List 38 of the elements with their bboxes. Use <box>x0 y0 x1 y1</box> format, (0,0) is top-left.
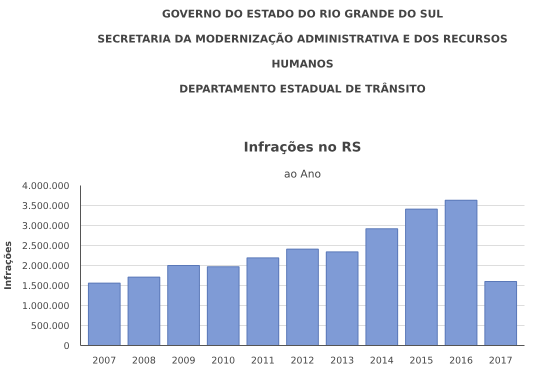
x-tick-label: 2016 <box>449 356 474 366</box>
y-tick-label: 2.500.000 <box>22 241 70 252</box>
text: HUMANOS <box>271 58 334 70</box>
text: SECRETARIA DA MODERNIZAÇÃO ADMINISTRATIVA E DOS RECURSOS <box>97 32 508 46</box>
x-tick-label: 2009 <box>172 356 196 366</box>
bar <box>444 200 478 346</box>
x-tick-label: 2010 <box>211 356 236 366</box>
bar <box>365 228 398 346</box>
bar <box>484 281 518 346</box>
x-tick-label: 2017 <box>488 356 513 366</box>
y-tick-label: 1.500.000 <box>22 281 70 292</box>
bar <box>405 208 438 346</box>
bar <box>128 276 160 346</box>
x-tick-label: 2008 <box>132 356 156 366</box>
bar <box>206 266 240 346</box>
x-tick-label: 2015 <box>410 356 434 366</box>
x-tick-label: 2014 <box>370 356 394 366</box>
bar <box>88 282 121 346</box>
bar <box>286 248 319 346</box>
chart-subtitle: ao Ano <box>284 168 322 180</box>
x-tick-label: 2007 <box>92 356 116 366</box>
x-tick-label: 2012 <box>290 356 314 366</box>
y-tick-label: 2.000.000 <box>22 261 70 272</box>
text: GOVERNO DO ESTADO DO RIO GRANDE DO SUL <box>162 8 444 20</box>
bar <box>167 265 200 346</box>
y-axis-title: Infrações <box>3 240 14 290</box>
y-tick-label: 1.000.000 <box>22 301 70 312</box>
text: DEPARTAMENTO ESTADUAL DE TRÂNSITO <box>179 82 426 96</box>
chart-title: Infrações no RS <box>244 140 362 156</box>
bar <box>246 257 280 346</box>
y-tick-label: 500.000 <box>30 321 70 332</box>
x-tick-label: 2013 <box>330 356 354 366</box>
x-tick-label: 2011 <box>250 356 275 366</box>
y-tick-label: 3.500.000 <box>22 201 70 212</box>
y-tick-label: 3.000.000 <box>22 221 70 232</box>
y-tick-label: 0 <box>64 341 70 352</box>
bar <box>326 251 358 346</box>
y-tick-label: 4.000.000 <box>22 181 70 192</box>
